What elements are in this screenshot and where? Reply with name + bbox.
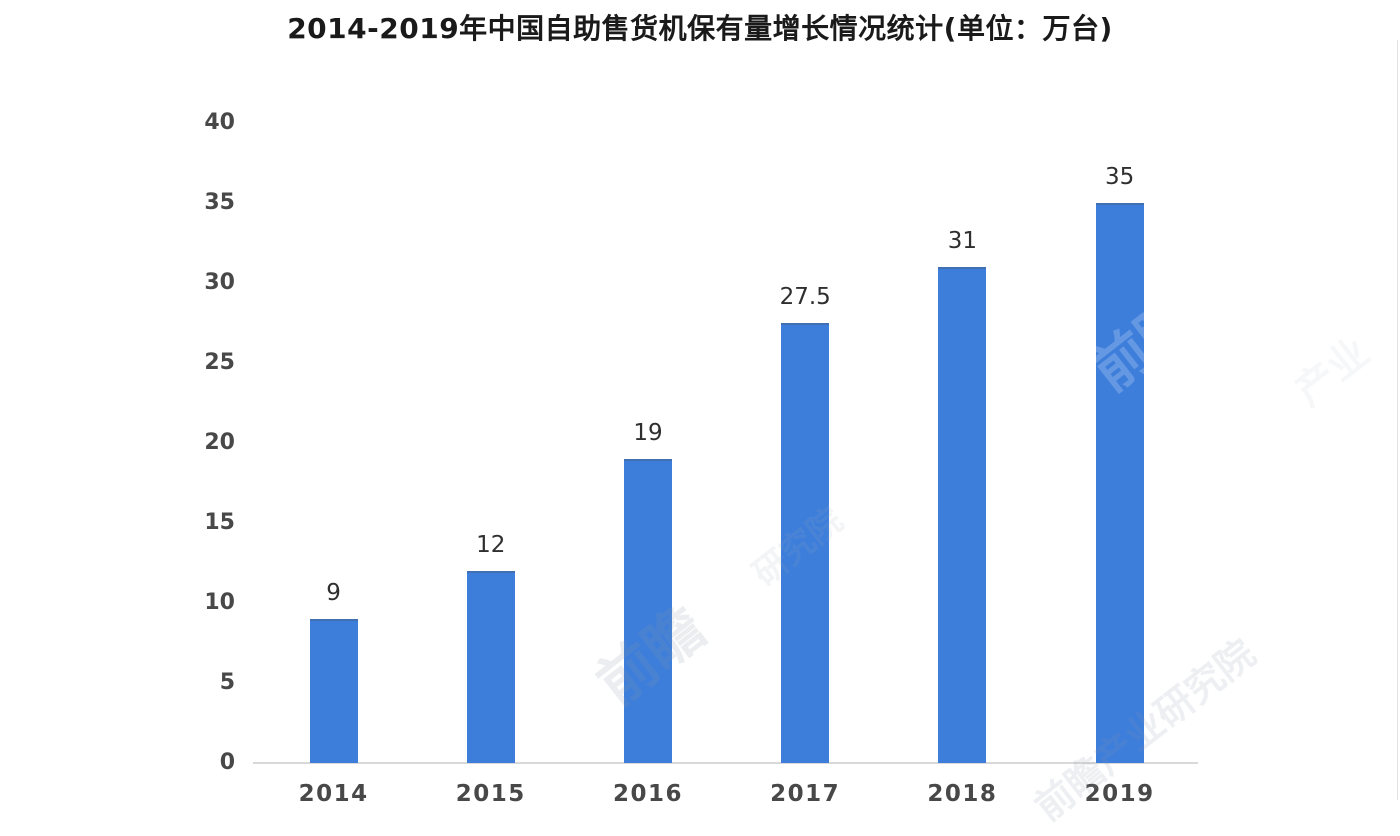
bar [624,459,672,763]
bar [466,571,515,763]
watermark-text: 产业 [1286,329,1379,415]
y-tick-label: 15 [204,510,235,535]
bar [781,323,830,763]
bar [309,619,358,763]
x-tick-label: 2018 [927,781,998,807]
y-tick-label: 20 [204,430,235,455]
bar-value-label: 35 [1104,164,1135,190]
bar-value-label: 27.5 [779,284,831,310]
y-tick-label: 35 [204,190,235,215]
y-tick-label: 30 [204,270,235,295]
bar-value-label: 31 [947,228,978,254]
bar [938,267,987,763]
bar-value-label: 9 [326,580,341,606]
bar [1095,203,1144,763]
bar-value-label: 19 [633,420,663,446]
bar-value-label: 12 [476,532,506,558]
chart-title: 2014-2019年中国自助售货机保有量增长情况统计(单位：万台) [287,12,1113,45]
x-axis-line [253,762,1198,764]
x-tick-label: 2014 [298,781,369,807]
y-tick-label: 0 [219,750,235,775]
screenshot-edge-line [1397,40,1398,800]
y-tick-label: 40 [204,110,235,135]
x-tick-label: 2016 [612,781,683,807]
y-tick-label: 10 [204,590,235,615]
x-tick-label: 2017 [770,781,841,807]
y-tick-label: 5 [219,670,235,695]
x-tick-label: 2015 [455,781,526,807]
y-tick-label: 25 [204,350,235,375]
x-tick-label: 2019 [1084,781,1155,807]
